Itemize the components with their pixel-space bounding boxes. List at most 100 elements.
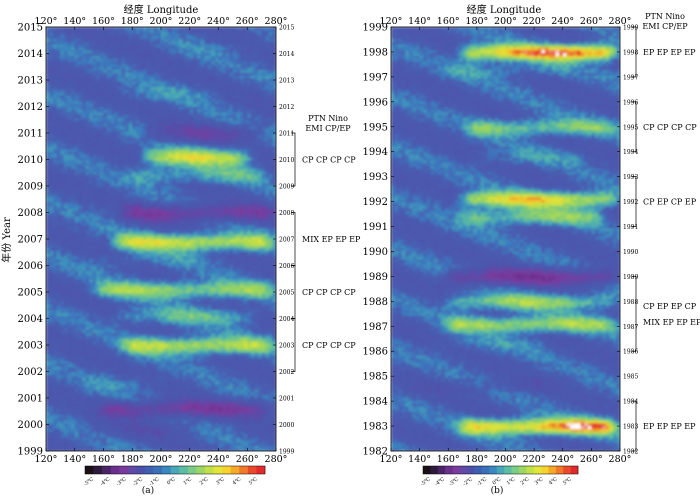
heatmap-cell [153, 244, 158, 249]
heatmap-cell [196, 289, 202, 294]
heatmap-cell [272, 397, 276, 401]
heatmap-cell [254, 363, 259, 367]
heatmap-cell [247, 304, 252, 308]
heatmap-cell [272, 419, 276, 424]
heatmap-cell [272, 340, 276, 345]
heatmap-cell [268, 377, 273, 381]
heatmap-cell [178, 434, 184, 438]
heatmap-cell [236, 295, 241, 299]
heatmap-cell [207, 366, 212, 370]
heatmap-cell [103, 394, 108, 398]
heatmap-cell [139, 241, 144, 246]
heatmap-cell [265, 253, 270, 257]
heatmap-cell [254, 253, 259, 257]
heatmap-cell [153, 236, 158, 240]
heatmap-cell [125, 397, 130, 401]
heatmap-cell [143, 388, 148, 393]
heatmap-cell [63, 400, 69, 404]
heatmap-cell [107, 315, 112, 319]
heatmap-cell [85, 349, 90, 353]
heatmap-cell [161, 349, 166, 353]
heatmap-cell [243, 411, 248, 415]
heatmap-cell [107, 272, 112, 277]
heatmap-cell [53, 385, 58, 390]
heatmap-cell [218, 425, 223, 429]
heatmap-cell [265, 267, 270, 271]
heatmap-cell [150, 241, 155, 246]
heatmap-cell [236, 352, 241, 356]
heatmap-cell [139, 405, 144, 410]
heatmap-cell [258, 380, 263, 384]
heatmap-cell [189, 439, 194, 444]
heatmap-cell [189, 278, 194, 282]
heatmap-cell [171, 363, 176, 367]
heatmap-cell [171, 436, 176, 441]
heatmap-cell [214, 261, 220, 266]
heatmap-cell [92, 278, 97, 282]
heatmap-cell [71, 289, 76, 294]
heatmap-cell [175, 312, 180, 316]
heatmap-cell [157, 247, 162, 251]
heatmap-cell [268, 261, 273, 266]
heatmap-cell [258, 323, 263, 328]
heatmap-cell [232, 414, 238, 418]
heatmap-cell [247, 315, 252, 319]
heatmap-cell [74, 377, 79, 381]
heatmap-cell [99, 326, 105, 331]
heatmap-cell [135, 405, 141, 410]
heatmap-cell [229, 261, 234, 266]
heatmap-cell [81, 417, 87, 421]
heatmap-cell [114, 298, 119, 302]
heatmap-cell [222, 400, 227, 404]
heatmap-cell [196, 340, 202, 345]
heatmap-cell [56, 346, 61, 350]
heatmap-cell [193, 343, 198, 348]
heatmap-cell [121, 301, 126, 305]
heatmap-cell [96, 360, 101, 364]
heatmap-cell [247, 385, 252, 390]
heatmap-cell [121, 253, 126, 257]
heatmap-cell [81, 445, 87, 449]
heatmap-cell [161, 402, 166, 407]
heatmap-cell [143, 397, 148, 401]
heatmap-cell [92, 391, 97, 396]
heatmap-cell [258, 301, 263, 305]
heatmap-cell [204, 434, 209, 438]
heatmap-cell [81, 371, 87, 376]
heatmap-cell [153, 397, 158, 401]
heatmap-cell [240, 422, 245, 427]
heatmap-cell [103, 343, 108, 348]
heatmap-cell [229, 377, 234, 381]
heatmap-cell [121, 335, 126, 339]
heatmap-cell [46, 239, 51, 243]
heatmap-cell [236, 405, 241, 410]
heatmap-cell [78, 337, 83, 342]
heatmap-cell [222, 360, 227, 364]
heatmap-cell [46, 264, 51, 268]
heatmap-cell [49, 428, 54, 432]
heatmap-cell [168, 312, 173, 316]
heatmap-cell [218, 371, 223, 376]
heatmap-cell [107, 309, 112, 314]
heatmap-cell [254, 442, 259, 446]
heatmap-cell [240, 352, 245, 356]
heatmap-cell [153, 323, 158, 328]
heatmap-cell [150, 380, 155, 384]
heatmap-cell [146, 445, 151, 449]
heatmap-cell [78, 439, 83, 444]
heatmap-cell [229, 315, 234, 319]
heatmap-cell [85, 326, 90, 331]
heatmap-cell [218, 448, 223, 451]
heatmap-cell [258, 278, 263, 282]
heatmap-cell [243, 267, 248, 271]
heatmap-cell [178, 377, 184, 381]
heatmap-cell [150, 284, 155, 288]
heatmap-cell [272, 352, 276, 356]
heatmap-cell [168, 275, 173, 280]
heatmap-cell [196, 315, 202, 319]
heatmap-cell [232, 335, 238, 339]
heatmap-cell [110, 414, 115, 418]
heatmap-cell [89, 255, 94, 260]
heatmap-cell [132, 431, 137, 435]
heatmap-cell [272, 255, 276, 260]
